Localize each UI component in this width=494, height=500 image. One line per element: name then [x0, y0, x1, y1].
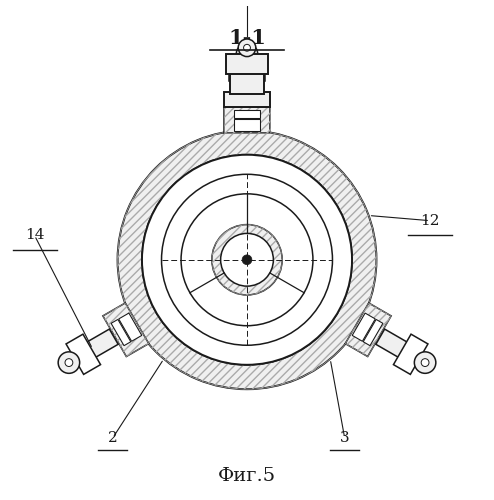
Polygon shape: [352, 313, 375, 342]
Circle shape: [421, 358, 429, 366]
Polygon shape: [225, 54, 269, 74]
Circle shape: [142, 155, 352, 365]
Text: 2: 2: [108, 431, 118, 445]
Wedge shape: [118, 130, 376, 389]
Circle shape: [238, 39, 256, 56]
Text: 12: 12: [420, 214, 440, 228]
Polygon shape: [111, 320, 131, 345]
Polygon shape: [234, 119, 260, 131]
Circle shape: [65, 358, 73, 366]
Polygon shape: [224, 92, 270, 107]
Circle shape: [212, 224, 282, 295]
Circle shape: [221, 234, 273, 286]
Circle shape: [181, 194, 313, 326]
Polygon shape: [119, 313, 142, 342]
Polygon shape: [230, 72, 264, 94]
Circle shape: [236, 44, 258, 65]
Polygon shape: [376, 329, 409, 358]
Polygon shape: [345, 303, 391, 356]
Polygon shape: [238, 78, 256, 106]
Polygon shape: [234, 110, 260, 118]
Polygon shape: [363, 320, 383, 345]
Circle shape: [58, 352, 80, 374]
Circle shape: [242, 255, 252, 264]
Polygon shape: [224, 107, 270, 133]
Polygon shape: [229, 61, 265, 80]
Polygon shape: [85, 329, 118, 358]
Text: 1-1: 1-1: [228, 28, 266, 48]
Polygon shape: [393, 334, 428, 374]
Circle shape: [162, 174, 332, 345]
Circle shape: [243, 50, 251, 58]
Circle shape: [244, 44, 250, 51]
Text: Фиг.5: Фиг.5: [218, 466, 276, 484]
Polygon shape: [66, 334, 101, 374]
Circle shape: [414, 352, 436, 374]
Text: 3: 3: [340, 431, 349, 445]
Text: 14: 14: [25, 228, 44, 242]
Polygon shape: [103, 303, 149, 356]
